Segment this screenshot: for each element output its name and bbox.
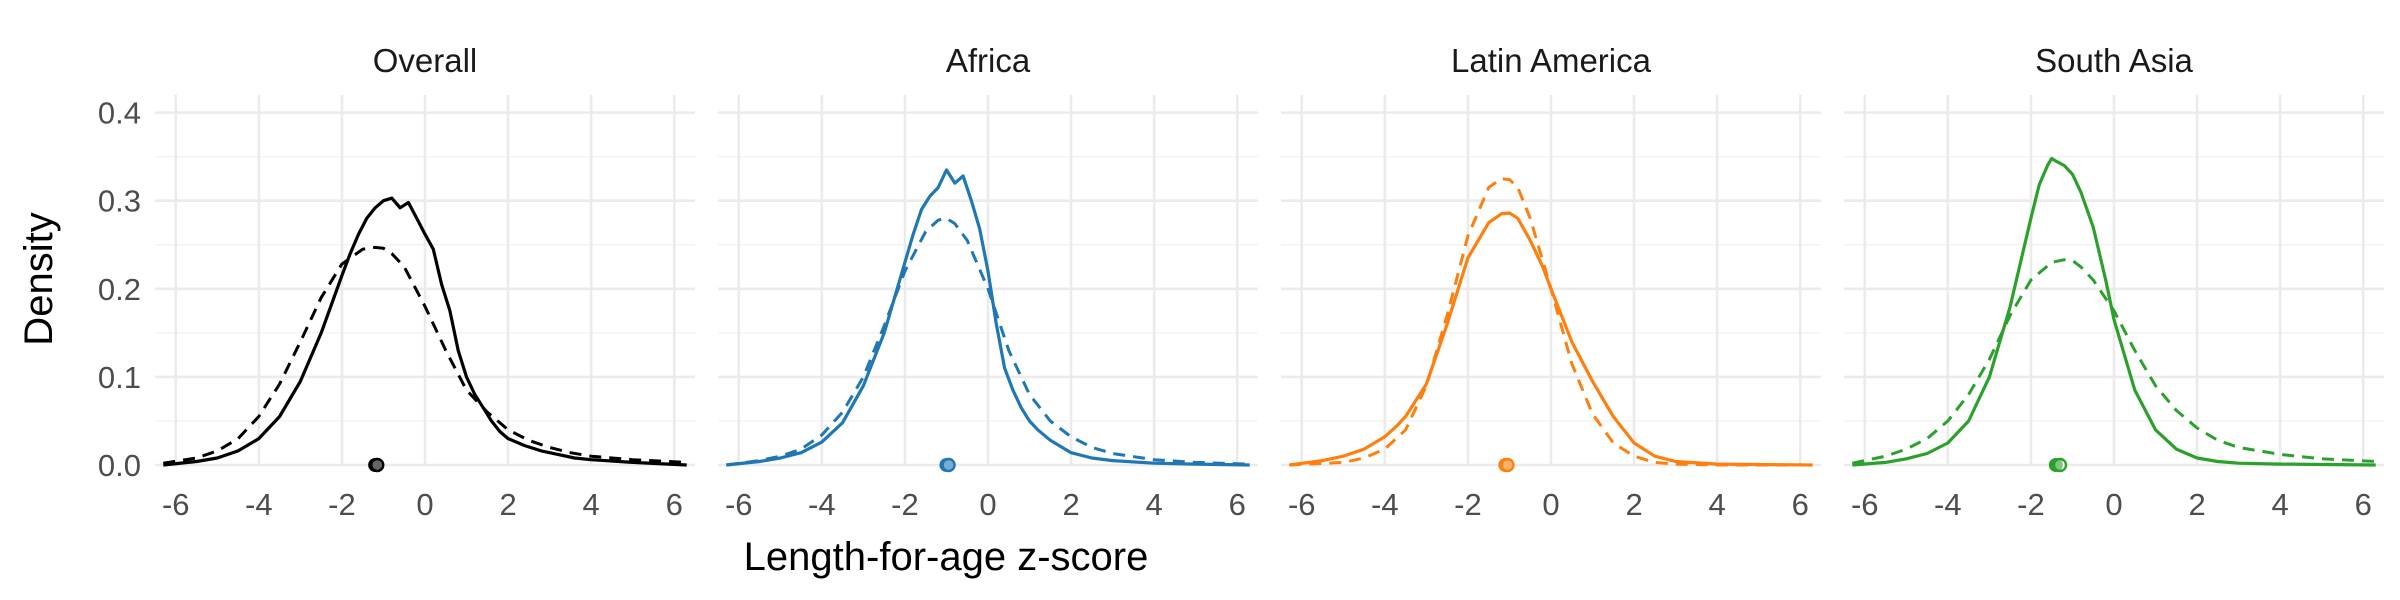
x-tick-label: 0 (1542, 487, 1559, 522)
facet-title: Overall (373, 42, 478, 79)
x-tick-label: 2 (2188, 487, 2205, 522)
density-line-solid (163, 196, 687, 467)
mean-point-dashed (2052, 457, 2068, 473)
x-tick-label: 6 (1229, 487, 1246, 522)
x-tick-label: 4 (1146, 487, 1163, 522)
y-axis-title: Density (17, 212, 61, 345)
density-line-dashed (163, 245, 687, 465)
x-tick-label: -6 (1288, 487, 1316, 522)
facet-panel: Overall -6 -4 -2 0 2 4 6 (155, 42, 695, 522)
y-axis-ticks: 0.0 0.1 0.2 0.3 0.4 (98, 96, 141, 483)
y-tick-label: 0.0 (98, 448, 141, 483)
x-tick-label: 0 (416, 487, 433, 522)
facet-panel: South Asia -6 -4 -2 0 2 4 6 (1844, 42, 2384, 522)
x-tick-label: 4 (1709, 487, 1726, 522)
x-tick-label: 2 (1625, 487, 1642, 522)
x-axis-title: Length-for-age z-score (744, 535, 1149, 579)
density-line-dashed (726, 216, 1250, 467)
x-tick-label: 6 (1792, 487, 1809, 522)
x-tick-label: 6 (2355, 487, 2372, 522)
facet-panel: Latin America -6 -4 -2 0 2 4 6 (1281, 42, 1821, 522)
x-tick-label: -6 (162, 487, 190, 522)
density-line-solid (1852, 156, 2376, 467)
mean-point-solid (2048, 458, 2063, 472)
y-tick-label: 0.4 (98, 96, 141, 131)
mean-point-dashed (1500, 457, 1515, 473)
facet-title: Latin America (1451, 42, 1652, 79)
x-tick-label: -2 (891, 487, 919, 522)
x-tick-label: 0 (979, 487, 996, 522)
density-line-dashed (1851, 258, 2376, 465)
x-tick-label: -6 (725, 487, 753, 522)
x-tick-label: 4 (2272, 487, 2289, 522)
facet-panel: Africa -6 -4 -2 0 2 4 6 (718, 42, 1258, 522)
x-tick-label: 2 (499, 487, 516, 522)
x-tick-label: -2 (2017, 487, 2045, 522)
x-tick-label: 2 (1062, 487, 1079, 522)
density-line-solid (726, 168, 1250, 467)
density-line-solid (1289, 211, 1813, 467)
mean-point-dashed (941, 457, 956, 473)
x-tick-label: -2 (328, 487, 356, 522)
x-tick-label: -4 (1934, 487, 1962, 522)
x-tick-label: 0 (2105, 487, 2122, 522)
facet-title: Africa (946, 42, 1031, 79)
x-tick-label: -4 (808, 487, 836, 522)
y-tick-label: 0.3 (98, 184, 141, 219)
y-tick-label: 0.2 (98, 272, 141, 307)
y-tick-label: 0.1 (98, 360, 141, 395)
mean-point-dashed (370, 457, 385, 473)
x-tick-label: -4 (1371, 487, 1399, 522)
density-line-dashed (1289, 177, 1813, 467)
x-tick-label: -4 (245, 487, 273, 522)
facet-title: South Asia (2035, 42, 2193, 79)
x-tick-label: -2 (1454, 487, 1482, 522)
x-tick-label: 6 (666, 487, 683, 522)
x-tick-label: 4 (583, 487, 600, 522)
x-tick-label: -6 (1851, 487, 1879, 522)
